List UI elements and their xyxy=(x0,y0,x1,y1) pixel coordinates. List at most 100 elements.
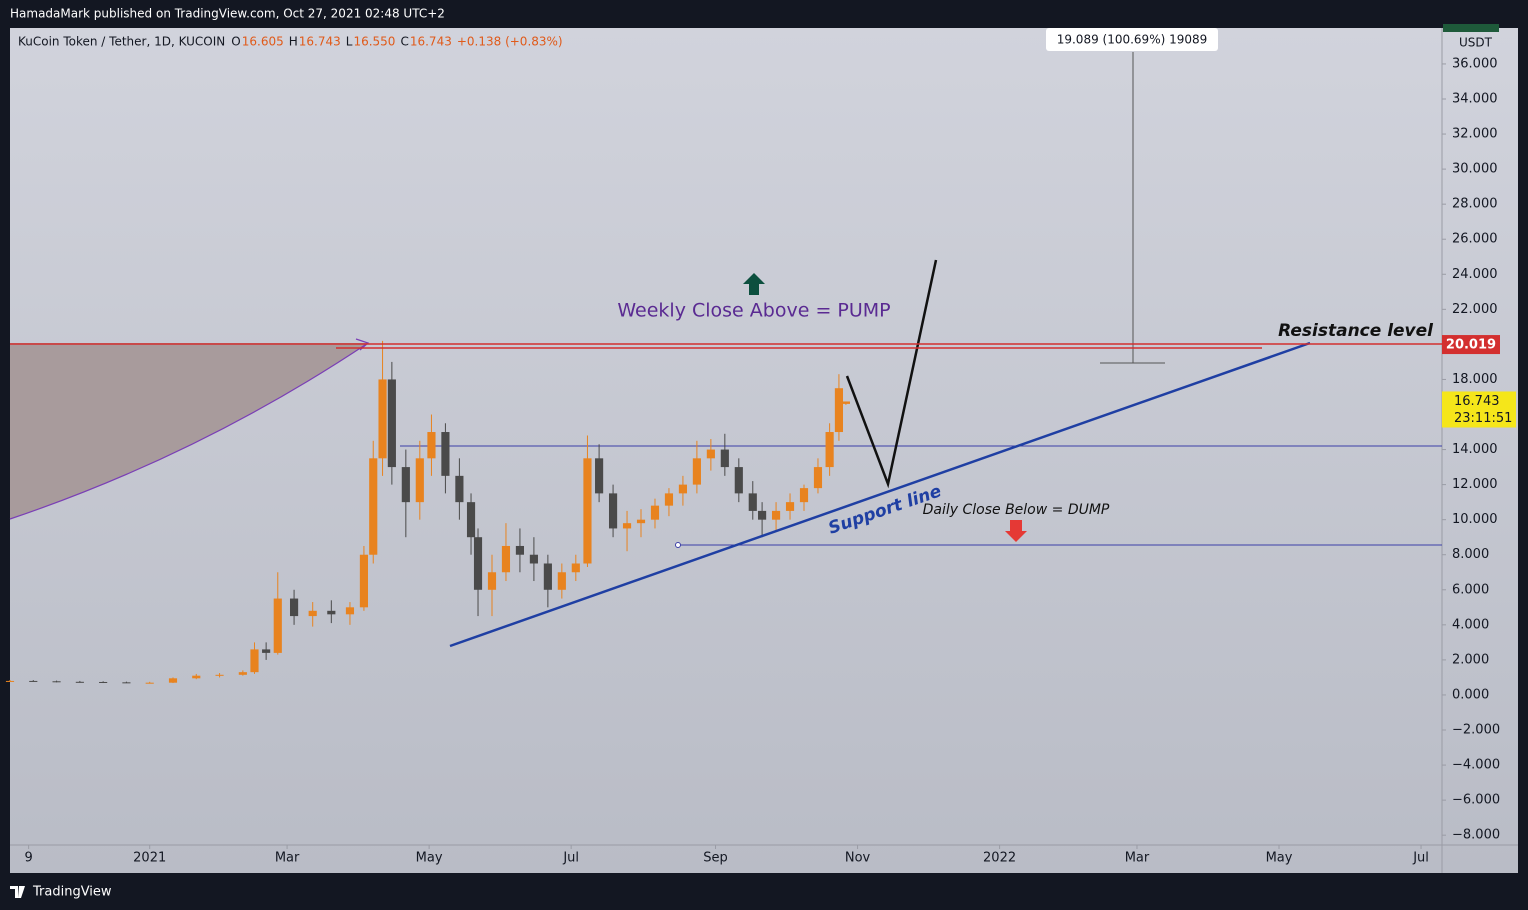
candle-body xyxy=(473,537,483,590)
x-tick-label: May xyxy=(1266,851,1293,866)
candle-body xyxy=(799,488,809,503)
ohlc-value: 16.550 xyxy=(353,35,395,49)
dump-text: Daily Close Below = DUMP xyxy=(923,502,1110,518)
candle-body xyxy=(99,681,108,683)
candle-body xyxy=(5,680,15,682)
ohlc-value: 16.605 xyxy=(242,35,284,49)
candle-body xyxy=(273,598,282,653)
up-arrow xyxy=(743,273,765,295)
candle-body xyxy=(748,493,757,511)
candle-body xyxy=(122,682,131,684)
currency: USDT xyxy=(1459,36,1493,50)
candle-body xyxy=(758,510,767,520)
candle-body xyxy=(441,432,450,476)
y-tick-label: 2.000 xyxy=(1452,652,1489,667)
candle-body xyxy=(29,680,38,682)
x-tick-label: Jul xyxy=(562,851,579,866)
candle-body xyxy=(238,672,247,675)
y-tick-label: −6.000 xyxy=(1452,793,1500,808)
last-price-badge xyxy=(1442,391,1516,428)
candle-body xyxy=(557,572,566,590)
y-tick-label: 10.000 xyxy=(1452,512,1498,527)
candle-body xyxy=(720,449,729,468)
candle-body xyxy=(168,678,178,683)
candle-body xyxy=(571,563,580,573)
candle-body xyxy=(192,675,201,679)
candle-body xyxy=(734,467,743,494)
candle-body xyxy=(387,379,396,468)
y-tick-label: 28.000 xyxy=(1452,197,1498,212)
x-tick-label: Mar xyxy=(275,851,300,866)
ohlc-key: O xyxy=(231,35,240,49)
candle-body xyxy=(401,467,410,503)
candle-body xyxy=(345,607,355,615)
y-tick-label: 18.000 xyxy=(1452,372,1498,387)
resistance-badge xyxy=(1442,335,1500,355)
candle-body xyxy=(145,682,154,684)
candle-body xyxy=(215,674,224,676)
candle-body xyxy=(515,545,525,555)
y-tick-label: 34.000 xyxy=(1452,91,1498,106)
x-tick-label: Sep xyxy=(703,851,728,866)
candle-body xyxy=(487,572,497,590)
y-tick-label: 24.000 xyxy=(1452,267,1498,282)
x-tick-label: Mar xyxy=(1125,851,1150,866)
candle-body xyxy=(543,563,552,590)
y-tick-label: −2.000 xyxy=(1452,723,1500,738)
candle-body xyxy=(289,598,299,617)
candle-body xyxy=(834,388,844,433)
publisher-line: HamadaMark published on TradingView.com,… xyxy=(10,7,445,21)
y-tick-label: 12.000 xyxy=(1452,477,1498,492)
candle-body xyxy=(771,510,781,520)
candle-body xyxy=(608,493,618,529)
chart-panel xyxy=(10,28,1518,873)
y-tick-label: 32.000 xyxy=(1452,127,1498,142)
candle-body xyxy=(678,484,687,494)
candle-body xyxy=(692,458,701,485)
candle-body xyxy=(369,458,378,555)
candle-body xyxy=(583,458,592,564)
candle-body xyxy=(427,432,436,459)
candle-body xyxy=(664,493,674,506)
x-tick-label: May xyxy=(416,851,443,866)
candle-body xyxy=(622,523,632,529)
ohlc-key: L xyxy=(346,35,353,49)
candle-body xyxy=(308,610,317,617)
change: +0.138 (+0.83%) xyxy=(457,35,563,49)
candle-body xyxy=(327,610,336,615)
candle-body xyxy=(529,554,538,564)
y-tick-label: 8.000 xyxy=(1452,547,1489,562)
shaded-area xyxy=(10,343,368,519)
candle-body xyxy=(262,649,271,653)
ohlc-value: 16.743 xyxy=(410,35,452,49)
ohlc-value: 16.743 xyxy=(299,35,341,49)
symbol-header: KuCoin Token / Tether, 1D, KUCOIN xyxy=(18,35,225,49)
last-price-label: 16.743 xyxy=(1454,394,1500,409)
symbol: KuCoin Token / Tether, 1D, KUCOIN xyxy=(18,35,225,49)
y-tick-label: −4.000 xyxy=(1452,758,1500,773)
y-tick-label: 0.000 xyxy=(1452,687,1489,702)
candles xyxy=(5,340,850,684)
y-tick-label: 6.000 xyxy=(1452,582,1489,597)
candle-body xyxy=(706,449,715,459)
candle-body xyxy=(75,681,84,683)
y-tick-label: 4.000 xyxy=(1452,617,1489,632)
measure-box xyxy=(1046,28,1218,51)
resistance-label: 20.019 xyxy=(1446,338,1496,353)
candle-body xyxy=(650,505,660,520)
y-tick-label: 14.000 xyxy=(1452,442,1498,457)
corner-badge xyxy=(1443,24,1499,32)
level-anchor xyxy=(675,542,681,548)
candle-body xyxy=(52,681,61,683)
y-tick-label: 26.000 xyxy=(1452,232,1498,247)
support-line xyxy=(449,341,1311,648)
candle-body xyxy=(359,554,368,608)
candle-body xyxy=(595,458,604,494)
down-arrow xyxy=(1005,520,1027,542)
candle-body xyxy=(250,649,259,673)
candle-body xyxy=(501,545,511,573)
candle-body xyxy=(825,432,834,468)
x-tick-label: Jul xyxy=(1412,851,1429,866)
candle-body xyxy=(415,458,424,503)
